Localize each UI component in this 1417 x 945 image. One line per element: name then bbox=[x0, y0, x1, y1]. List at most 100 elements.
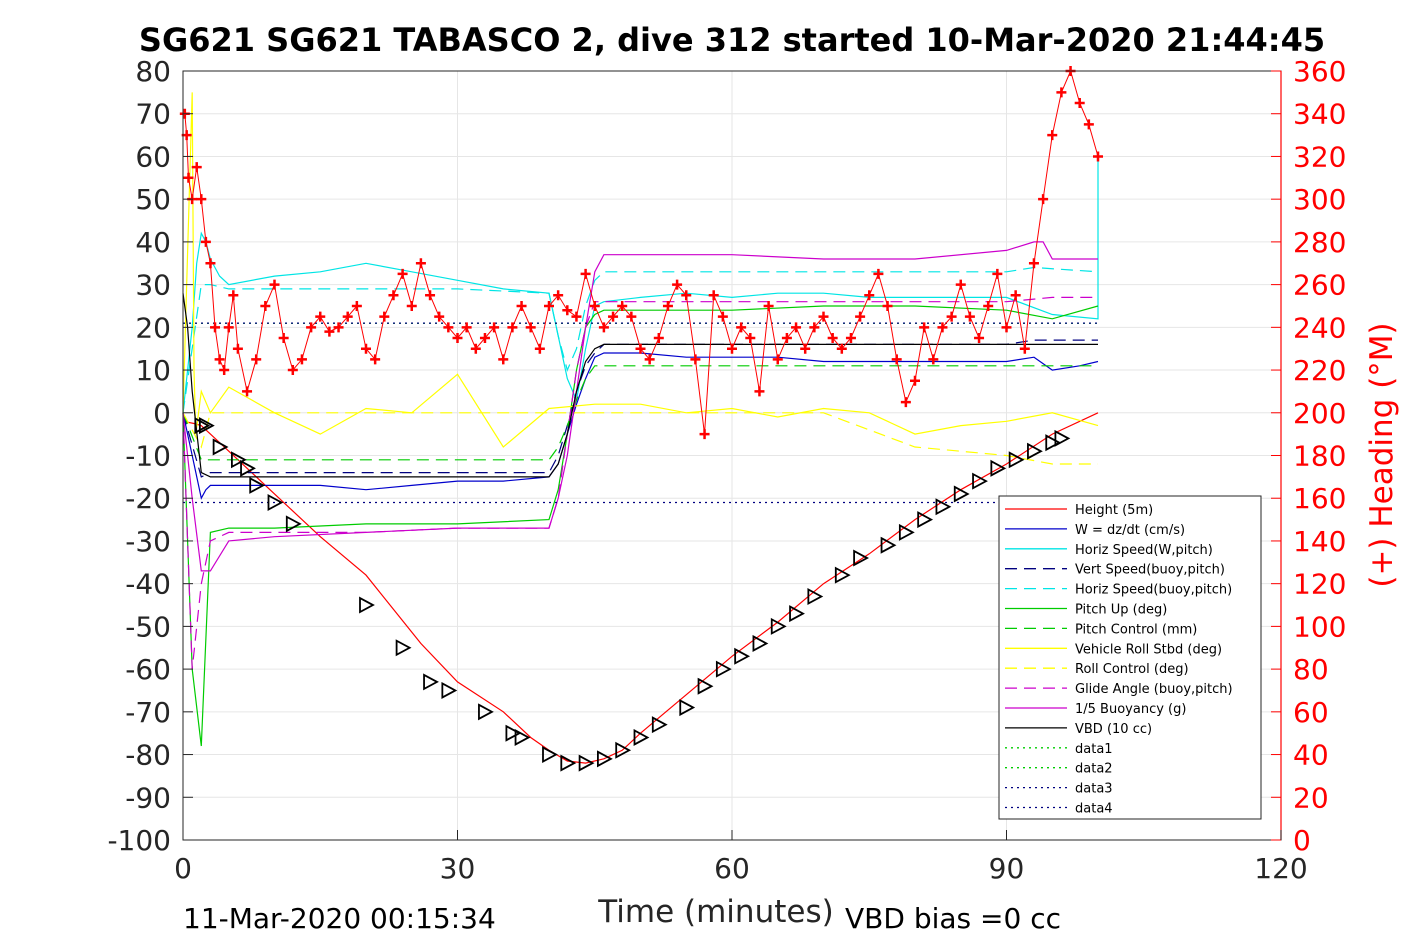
legend-label: data1 bbox=[1075, 742, 1113, 757]
right-tick-label: 0 bbox=[1293, 824, 1311, 857]
trajectory-marker bbox=[212, 438, 229, 456]
right-tick-label: 20 bbox=[1293, 781, 1329, 814]
left-tick-label: 40 bbox=[135, 226, 171, 259]
heading-point bbox=[1019, 343, 1030, 354]
heading-point bbox=[315, 311, 326, 322]
heading-point bbox=[781, 333, 792, 344]
series-line-2 bbox=[182, 156, 1099, 413]
heading-point bbox=[626, 311, 637, 322]
heading-point bbox=[727, 343, 737, 354]
heading-point bbox=[708, 290, 719, 301]
heading-point bbox=[1074, 98, 1085, 109]
heading-point bbox=[699, 429, 710, 440]
trajectory-marker bbox=[834, 566, 851, 584]
legend-label: Horiz Speed(buoy,pitch) bbox=[1075, 583, 1232, 598]
right-tick-label: 220 bbox=[1293, 354, 1346, 387]
left-tick-label: -20 bbox=[125, 482, 171, 515]
x-axis: 0 30 60 90 120 bbox=[174, 830, 1308, 885]
right-tick-label: 40 bbox=[1293, 739, 1329, 772]
x-axis-label: Time (minutes) bbox=[597, 894, 833, 930]
heading-point bbox=[287, 365, 298, 376]
left-tick-label: -80 bbox=[125, 739, 171, 772]
trajectory-marker bbox=[853, 549, 869, 567]
heading-point bbox=[644, 354, 655, 365]
trajectory-marker bbox=[972, 472, 988, 490]
legend-label: VBD (10 cc) bbox=[1075, 722, 1152, 737]
x-tick-label: 90 bbox=[989, 852, 1025, 885]
left-axis: 80 70 60 50 40 30 20 10 0 -10 -20 -30 -40 -50 -60 -70 -8… bbox=[107, 55, 193, 857]
heading-point bbox=[479, 333, 490, 344]
heading-point bbox=[617, 300, 628, 311]
heading-point bbox=[1093, 151, 1103, 162]
heading-point bbox=[251, 354, 262, 365]
heading-point bbox=[516, 300, 527, 311]
heading-point bbox=[443, 322, 454, 333]
trajectory-marker bbox=[560, 754, 577, 772]
trajectory-marker bbox=[267, 493, 284, 512]
heading-point bbox=[964, 311, 975, 322]
trajectory-marker bbox=[542, 746, 558, 764]
left-tick-label: 80 bbox=[135, 55, 171, 88]
heading-point bbox=[397, 268, 408, 279]
legend-label: 1/5 Buoyancy (g) bbox=[1075, 702, 1186, 717]
legend-label: Height (5m) bbox=[1075, 503, 1153, 518]
heading-point bbox=[260, 300, 271, 311]
heading-point bbox=[498, 354, 509, 365]
trajectory-marker bbox=[395, 639, 412, 657]
series-layer bbox=[182, 92, 1099, 764]
left-tick-label: -90 bbox=[125, 781, 171, 814]
series-line-9 bbox=[182, 296, 1098, 670]
left-tick-label: -40 bbox=[125, 568, 171, 601]
legend-label: Pitch Control (mm) bbox=[1075, 622, 1197, 637]
legend-label: Pitch Up (deg) bbox=[1075, 603, 1167, 618]
heading-point bbox=[562, 305, 573, 316]
heading-point bbox=[370, 354, 381, 365]
left-tick-label: 20 bbox=[135, 311, 171, 344]
heading-point bbox=[589, 300, 600, 311]
heading-point bbox=[974, 333, 985, 344]
right-axis: 3603403203002802602402202001801601401201… bbox=[1271, 55, 1346, 857]
heading-point bbox=[910, 375, 920, 386]
heading-point bbox=[598, 322, 609, 333]
right-axis-label: (+) Heading (°M) bbox=[1364, 322, 1400, 587]
heading-point bbox=[544, 300, 554, 311]
heading-point bbox=[507, 322, 518, 333]
heading-point bbox=[681, 290, 692, 301]
series-line-1 bbox=[182, 352, 1099, 500]
heading-point bbox=[1038, 194, 1049, 205]
heading-point bbox=[745, 333, 756, 344]
series-line-4 bbox=[182, 266, 1099, 413]
heading-point bbox=[205, 258, 216, 269]
heading-point bbox=[800, 343, 811, 354]
heading-point bbox=[763, 300, 774, 311]
trajectory-marker bbox=[478, 703, 494, 721]
left-tick-label: 30 bbox=[135, 269, 171, 302]
heading-point bbox=[434, 311, 445, 322]
trajectory-marker bbox=[880, 536, 897, 554]
right-tick-label: 260 bbox=[1293, 269, 1346, 302]
chart-title: SG621 SG621 TABASCO 2, dive 312 started … bbox=[139, 21, 1325, 59]
right-tick-label: 340 bbox=[1293, 98, 1346, 131]
heading-point bbox=[736, 322, 747, 333]
right-tick-label: 120 bbox=[1293, 568, 1346, 601]
heading-point bbox=[754, 386, 765, 397]
legend-label: data3 bbox=[1075, 782, 1113, 797]
trajectory-marker bbox=[1045, 434, 1062, 452]
heading-point bbox=[489, 322, 500, 333]
heading-point bbox=[836, 343, 847, 354]
trajectory-marker bbox=[198, 417, 215, 435]
series-line-8 bbox=[182, 412, 1098, 465]
trajectory-marker bbox=[359, 596, 375, 614]
trajectory-marker bbox=[441, 681, 458, 699]
heading-point bbox=[324, 326, 335, 337]
trajectory-marker bbox=[898, 523, 915, 541]
trajectory-marker bbox=[752, 634, 769, 652]
heading-point bbox=[937, 322, 948, 333]
heading-point bbox=[864, 290, 875, 301]
right-tick-label: 300 bbox=[1293, 183, 1346, 216]
trajectory-marker bbox=[514, 728, 531, 746]
heading-point bbox=[818, 311, 829, 322]
heading-point bbox=[845, 333, 856, 344]
legend-label: Vert Speed(buoy,pitch) bbox=[1075, 563, 1225, 578]
heading-point bbox=[452, 333, 463, 344]
